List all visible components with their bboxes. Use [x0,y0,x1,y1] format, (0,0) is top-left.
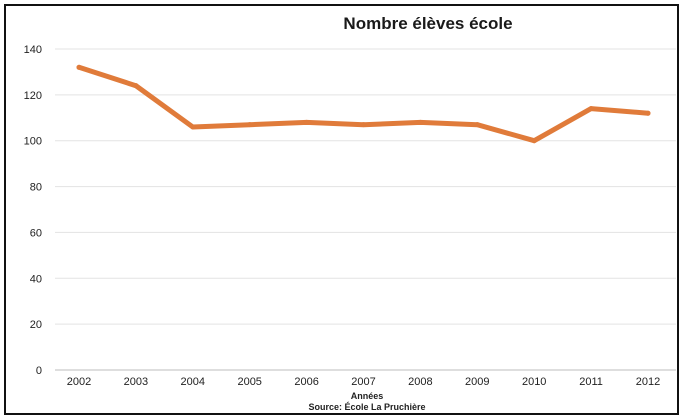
series-line [76,64,651,144]
data-point [133,83,139,89]
data-point [361,122,366,128]
y-tick-label: 100 [24,136,42,148]
x-tick-label: 2009 [465,376,489,388]
y-tick-label: 140 [24,44,42,56]
data-point [247,122,253,128]
x-tick-label: 2011 [579,376,603,388]
y-tick-label: 20 [30,319,42,331]
x-tick-label: 2002 [67,376,91,388]
data-point [304,119,310,125]
data-point [645,110,651,116]
y-axis-tick-labels: 0 20 40 60 80 100 120 140 [24,44,42,377]
grid-lines [55,48,676,325]
y-tick-label: 40 [30,273,42,285]
x-tick-label: 2005 [237,376,261,388]
y-tick-label: 80 [30,182,42,194]
y-tick-label: 120 [24,90,42,102]
data-point [76,64,82,70]
x-tick-label: 2007 [351,376,375,388]
y-tick-label: 0 [36,365,42,377]
chart-title: Nombre élèves école [343,14,512,33]
x-tick-label: 2004 [181,376,205,388]
x-axis-label: Années [351,391,384,401]
source-note: Source: École La Pruchière [308,402,425,412]
chart-frame [4,4,679,415]
data-point [588,106,594,112]
data-point [531,138,537,144]
y-tick-label: 60 [30,227,42,239]
x-axis-tick-labels: 2002 2003 2004 2005 2006 2007 2008 2009 2010 2011… [67,376,660,388]
series-points [76,64,651,144]
data-point [474,122,480,128]
x-tick-label: 2003 [124,376,148,388]
data-point [190,124,196,130]
x-tick-label: 2010 [522,376,546,388]
x-tick-label: 2012 [636,376,660,388]
data-point [417,119,423,125]
x-tick-label: 2008 [408,376,432,388]
x-tick-label: 2006 [294,376,318,388]
